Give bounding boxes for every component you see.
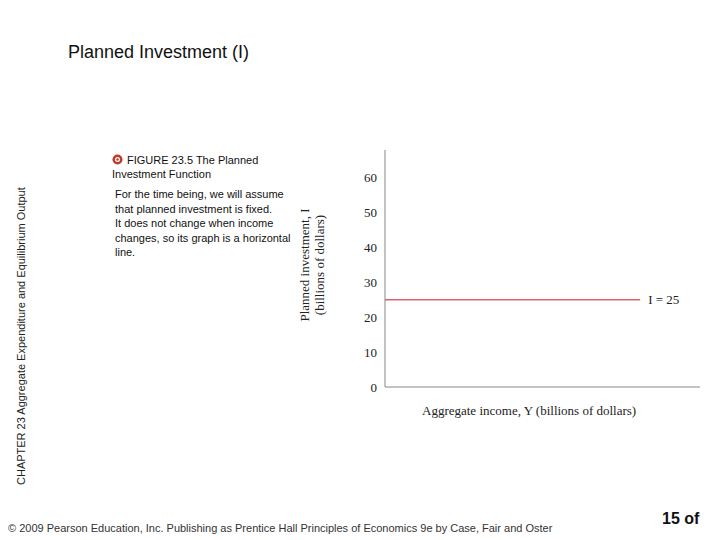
html-text:FIGURE 23.5 The Planned Invest: FIGURE 23.5 The Planned Investment Funct…: [112, 154, 259, 180]
svg-text:50: 50: [364, 205, 377, 220]
html-text:Planned investment, I: Planned investment, I: [297, 208, 312, 322]
svg-text:10: 10: [364, 345, 377, 360]
svg-text:I = 25: I = 25: [648, 292, 679, 307]
svg-text:0: 0: [371, 380, 378, 395]
html-text:It does not change when income: It does not change when income changes, …: [115, 217, 291, 258]
html-text:CHAPTER 23 Aggregate Expenditu: CHAPTER 23 Aggregate Expenditure and Equ…: [15, 187, 27, 485]
html-text:Planned Investment (I): Planned Investment (I): [68, 42, 250, 62]
svg-text:40: 40: [364, 240, 377, 255]
svg-text:20: 20: [364, 310, 377, 325]
svg-text:60: 60: [364, 170, 377, 185]
html-text:15 of: 15 of: [662, 510, 700, 527]
html-text:For the time being, we will as: For the time being, we will assume that …: [115, 188, 284, 215]
html-text:© 2009 Pearson Education, Inc.: © 2009 Pearson Education, Inc. Publishin…: [8, 522, 553, 534]
svg-text:30: 30: [364, 275, 377, 290]
html-text:Aggregate income, Y (billions: Aggregate income, Y (billions of dollars…: [422, 403, 637, 418]
html-text:(billions of dollars): (billions of dollars): [312, 214, 327, 316]
